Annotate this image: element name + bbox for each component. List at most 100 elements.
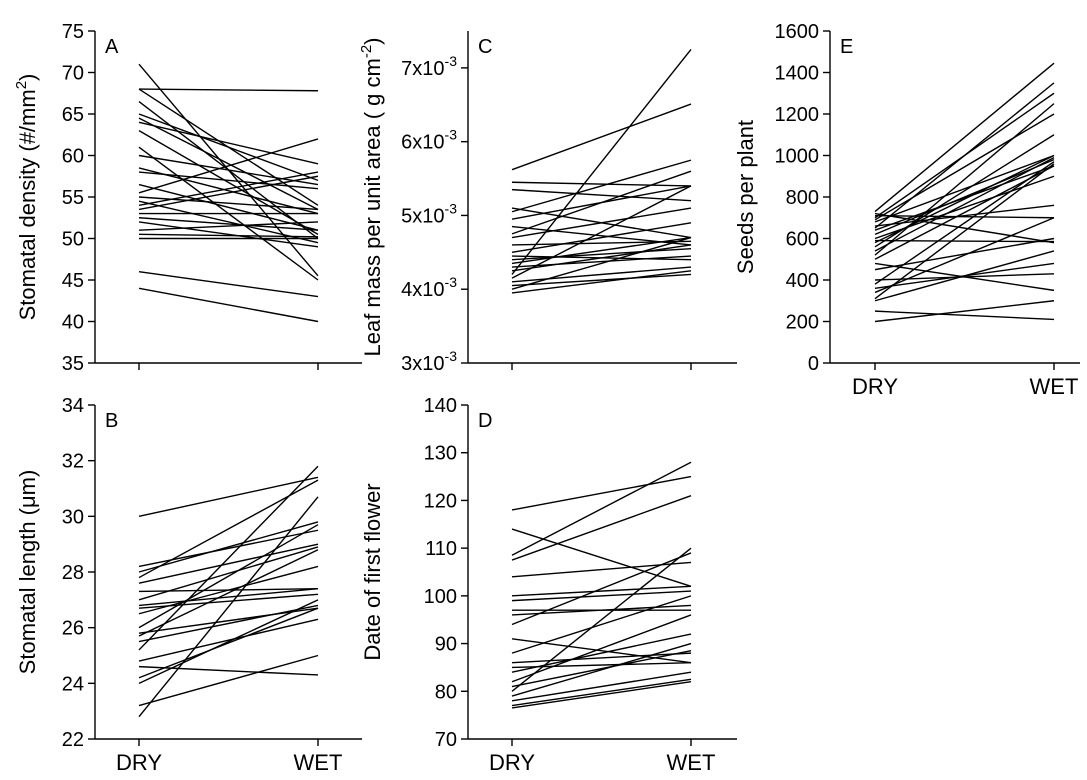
- panel-e-seeds-per-plant: 0 200 400 600 800 1000 1200 1400 1600 DRY WET Seeds…: [733, 21, 1080, 399]
- series-line: [138, 599, 319, 684]
- series-line: [511, 650, 692, 688]
- y-tick-label: 6x10-3: [401, 127, 457, 154]
- y-tick-label: 110: [425, 538, 457, 560]
- y-tick-label: 75: [62, 21, 84, 43]
- series-line: [511, 652, 692, 664]
- y-tick-label: 24: [62, 673, 84, 695]
- series-line: [138, 546, 319, 601]
- series-line: [511, 270, 692, 294]
- panel-a-stomatal-density: 35 40 45 50 55 60 65 70 75 Stomatal density (#/mm…: [13, 21, 362, 375]
- series-line: [511, 678, 692, 707]
- series-line: [874, 310, 1055, 321]
- y-tick-label: 600: [786, 229, 819, 251]
- series-line: [874, 154, 1055, 223]
- y-tick-label: 28: [62, 562, 84, 584]
- y-axis-label: Stomatal length (μm): [15, 470, 40, 675]
- y-tick-label: 800: [786, 187, 819, 209]
- series-line: [511, 642, 692, 697]
- series-line: [874, 250, 1055, 302]
- series-line: [511, 671, 692, 702]
- series-line: [511, 103, 692, 171]
- series-line: [511, 461, 692, 556]
- series-line: [874, 300, 1055, 323]
- y-tick-label: 50: [62, 229, 84, 251]
- y-tick-label: 45: [62, 270, 84, 292]
- series-line: [511, 244, 692, 272]
- y-tick-label: 30: [62, 506, 84, 528]
- panel-letter: E: [840, 36, 853, 58]
- series-line: [511, 595, 692, 654]
- series-line: [511, 638, 692, 664]
- series-line: [511, 266, 692, 283]
- y-tick-label: 1400: [775, 63, 820, 85]
- series-line: [138, 171, 319, 206]
- series-line: [138, 607, 319, 634]
- series-line: [511, 159, 692, 213]
- series-line: [138, 88, 319, 92]
- series-line: [511, 255, 692, 268]
- y-tick-label: 70: [435, 729, 457, 751]
- series-line: [511, 207, 692, 239]
- series-line: [511, 236, 692, 290]
- y-tick-label: 5x10-3: [401, 200, 457, 227]
- series-line: [511, 494, 692, 561]
- y-tick-label: 1600: [775, 21, 820, 43]
- panel-letter: A: [105, 36, 119, 58]
- series-line: [874, 161, 1055, 285]
- panel-letter: C: [478, 36, 492, 58]
- x-category-label: DRY: [116, 750, 162, 775]
- series-line: [138, 521, 319, 573]
- series-line: [138, 217, 319, 231]
- series-line: [874, 103, 1055, 256]
- y-tick-label: 7x10-3: [401, 53, 457, 80]
- series-line: [511, 547, 692, 692]
- series-line: [874, 214, 1055, 219]
- panel-d-date-first-flower: 70 80 90 100 110 120 130 140 DRY WET Date of first…: [360, 395, 737, 775]
- series-line: [138, 543, 319, 584]
- y-tick-label: 80: [435, 681, 457, 703]
- series-line: [138, 465, 319, 651]
- y-tick-label: 70: [62, 63, 84, 85]
- series-line: [138, 549, 319, 637]
- series-line: [511, 552, 692, 626]
- y-tick-label: 0: [808, 353, 819, 375]
- series-line: [874, 156, 1055, 252]
- series-line: [138, 221, 319, 231]
- series-line: [138, 175, 319, 211]
- series-line: [138, 618, 319, 662]
- series-line: [511, 633, 692, 673]
- series-line: [511, 236, 692, 265]
- series-line: [511, 528, 692, 587]
- series-line: [874, 217, 1055, 294]
- y-tick-label: 40: [62, 312, 84, 334]
- series-line: [511, 475, 692, 511]
- series-line: [511, 590, 692, 602]
- series-line: [874, 212, 1055, 244]
- y-axis-label: Stomatal density (#/mm2): [13, 74, 40, 321]
- y-tick-label: 34: [62, 395, 84, 417]
- series-line: [138, 529, 319, 568]
- y-tick-label: 120: [424, 490, 457, 512]
- series-line: [511, 170, 692, 235]
- series-line: [874, 163, 1055, 300]
- series-line: [874, 134, 1055, 248]
- y-tick-label: 65: [62, 104, 84, 126]
- panel-letter: B: [105, 410, 118, 432]
- y-tick-label: 1000: [775, 146, 820, 168]
- y-tick-label: 130: [424, 443, 457, 465]
- series-line: [138, 113, 319, 182]
- y-tick-label: 3x10-3: [401, 348, 457, 375]
- y-tick-label: 4x10-3: [401, 274, 457, 301]
- series-line: [511, 181, 692, 187]
- series-line: [511, 222, 692, 254]
- panel-b-stomatal-length: 22 24 26 28 30 32 34 DRY WET Stomatal length (μm)…: [15, 395, 362, 775]
- y-tick-label: 400: [786, 270, 819, 292]
- x-category-label: WET: [1030, 374, 1079, 399]
- series-line: [874, 82, 1055, 229]
- series-line: [511, 681, 692, 709]
- series-line: [138, 607, 319, 679]
- y-tick-label: 55: [62, 187, 84, 209]
- series-line: [138, 524, 319, 629]
- y-tick-label: 200: [786, 312, 819, 334]
